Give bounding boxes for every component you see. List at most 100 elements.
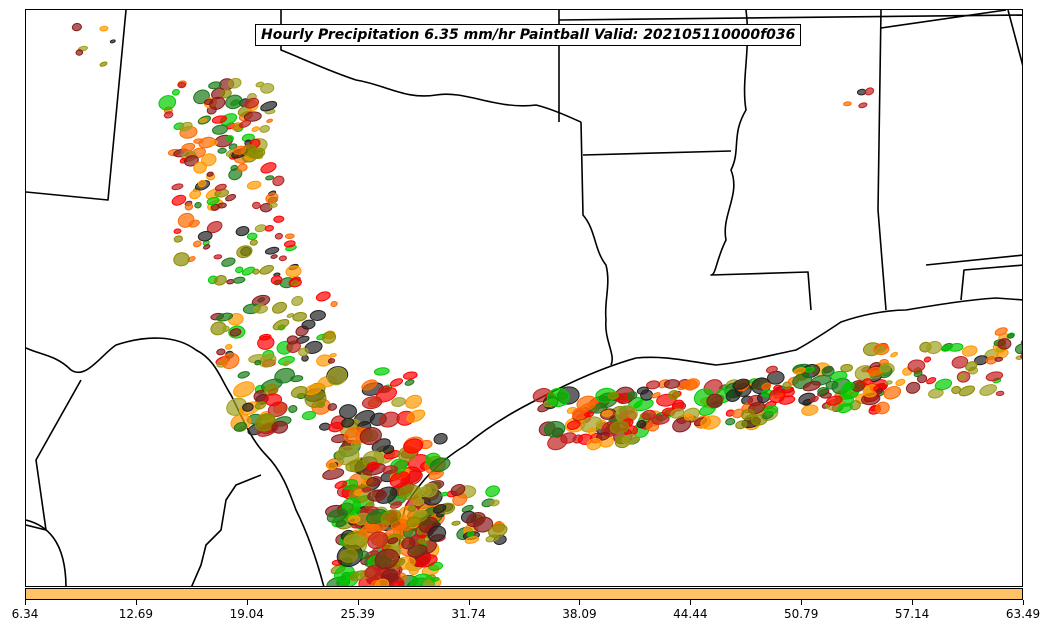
- precip-paintball-layer: [71, 22, 1022, 586]
- precip-blob: [793, 367, 806, 375]
- precip-blob: [670, 408, 685, 419]
- precip-blob: [358, 550, 369, 560]
- precip-blob: [994, 327, 1008, 336]
- precip-blob: [230, 164, 238, 171]
- boundary-sabine: [580, 121, 613, 366]
- precip-blob: [327, 403, 338, 411]
- precip-blob: [875, 345, 886, 354]
- precip-blob: [269, 202, 278, 209]
- precip-blob: [173, 235, 183, 243]
- precip-blob: [246, 180, 262, 190]
- coastline-gulf: [398, 297, 1022, 586]
- precip-blob: [233, 381, 255, 398]
- boundary-tn: [558, 14, 1022, 21]
- precip-blob: [432, 504, 447, 514]
- precip-blob: [764, 405, 779, 415]
- precip-blob: [260, 162, 277, 174]
- precip-blob: [951, 355, 969, 369]
- precip-blob: [246, 232, 258, 241]
- precip-blob: [374, 548, 400, 570]
- precip-blob: [390, 501, 403, 509]
- precip-blob: [741, 408, 755, 421]
- precip-blob: [272, 318, 290, 331]
- precip-blob: [264, 246, 280, 255]
- precip-blob: [197, 230, 213, 242]
- precip-blob: [217, 147, 227, 154]
- precip-blob: [879, 363, 891, 373]
- precip-blob: [958, 373, 967, 381]
- precip-blob: [225, 135, 234, 142]
- precip-blob: [725, 418, 736, 426]
- precip-blob: [241, 266, 256, 276]
- precip-blob: [433, 433, 448, 445]
- precip-blob: [171, 183, 184, 191]
- precip-blob: [272, 301, 287, 314]
- precip-blob: [926, 377, 937, 385]
- precip-blob: [292, 311, 308, 322]
- precip-blob: [995, 390, 1005, 397]
- precip-blob: [607, 391, 620, 400]
- precip-blob: [801, 404, 819, 416]
- precip-blob: [843, 101, 852, 107]
- precip-blob: [252, 201, 261, 210]
- precip-blob: [309, 310, 326, 321]
- precip-blob: [341, 417, 355, 428]
- precip-blob: [948, 343, 964, 352]
- precip-blob: [254, 359, 262, 366]
- precip-blob: [259, 264, 275, 275]
- precip-blob: [326, 508, 348, 523]
- precip-blob: [377, 385, 390, 394]
- precip-blob: [817, 386, 829, 395]
- precip-blob: [546, 387, 570, 408]
- precip-blob: [485, 485, 500, 498]
- precip-blob: [958, 385, 976, 397]
- boundary-ar-la: [582, 150, 732, 156]
- colorbar-tick: [579, 600, 581, 605]
- precip-blob: [298, 347, 309, 357]
- precip-blob: [221, 352, 240, 370]
- precip-blob: [391, 397, 406, 407]
- precip-blob: [926, 340, 942, 355]
- map-canvas: [26, 10, 1022, 586]
- precip-blob: [382, 444, 395, 455]
- precip-blob: [283, 240, 296, 248]
- precip-blob: [934, 378, 953, 391]
- precip-blob: [961, 345, 978, 357]
- precip-blob: [192, 240, 202, 248]
- precip-blob: [997, 338, 1012, 350]
- precip-blob: [222, 325, 230, 332]
- precip-blob: [923, 356, 932, 363]
- precip-blob: [217, 202, 227, 209]
- precip-blob: [284, 233, 295, 240]
- precip-blob: [178, 121, 193, 132]
- precip-blob: [621, 434, 640, 445]
- precip-blob: [374, 578, 390, 586]
- precip-blob: [422, 579, 435, 586]
- precip-blob: [235, 226, 250, 237]
- precip-blob: [1020, 338, 1022, 347]
- precip-blob: [406, 516, 421, 528]
- precip-blob: [641, 409, 656, 421]
- precip-blob: [233, 422, 248, 432]
- precip-blob: [99, 25, 109, 32]
- precip-blob: [209, 140, 219, 147]
- precip-blob: [209, 96, 226, 110]
- precip-blob: [203, 244, 211, 250]
- precip-blob: [197, 179, 207, 188]
- colorbar-tick: [357, 600, 359, 605]
- precip-blob: [254, 414, 276, 432]
- precip-blob: [249, 239, 258, 246]
- precip-blob: [862, 378, 872, 386]
- precip-blob: [1014, 343, 1022, 355]
- precip-blob: [700, 415, 721, 430]
- colorbar-tick: [246, 600, 248, 605]
- precip-blob: [99, 61, 108, 67]
- precip-blob: [725, 389, 741, 402]
- precip-blob: [361, 379, 378, 391]
- colorbar-tick: [912, 600, 914, 605]
- precip-blob: [213, 275, 227, 286]
- precip-blob: [334, 480, 348, 489]
- precip-blob: [315, 291, 331, 302]
- boundary-mexico-1: [26, 379, 82, 531]
- precip-blob: [928, 388, 944, 399]
